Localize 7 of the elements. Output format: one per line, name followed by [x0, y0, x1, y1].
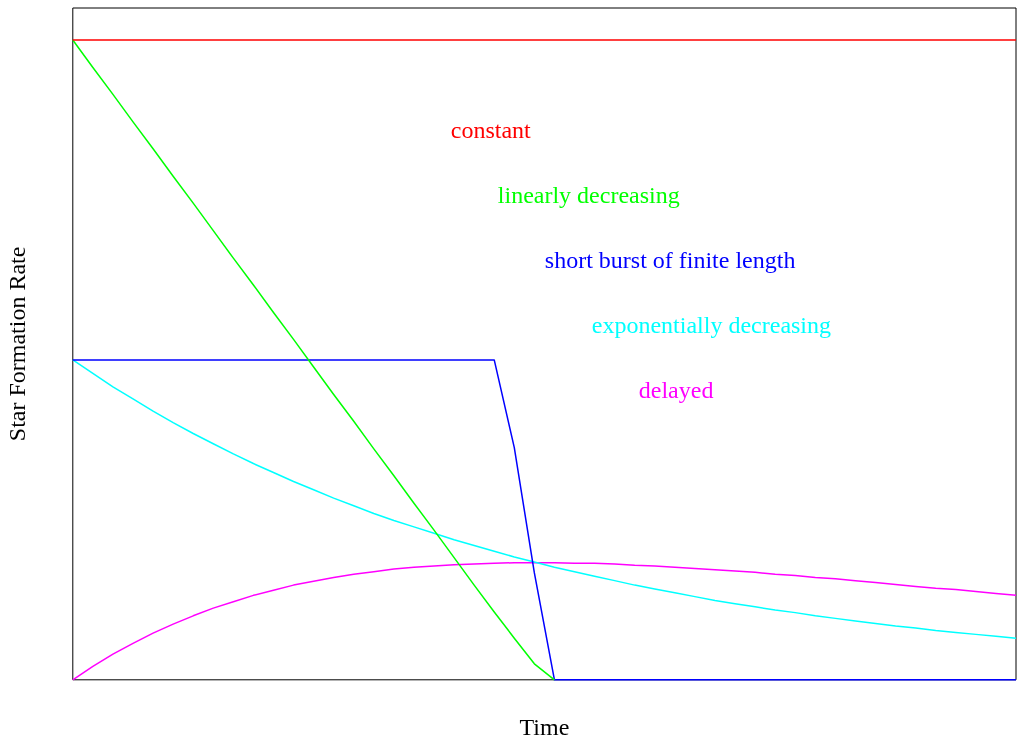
y-axis-title: Star Formation Rate — [3, 246, 30, 442]
text: linearly decreasing — [497, 182, 680, 209]
text: delayed — [638, 377, 714, 404]
x-axis-title: Time — [519, 713, 570, 740]
text: constant — [450, 117, 532, 144]
text: exponentially decreasing — [591, 312, 832, 339]
text: short burst of finite length — [544, 247, 796, 274]
